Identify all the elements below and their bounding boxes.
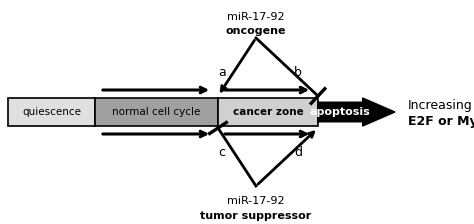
- Bar: [95, 98, 218, 126]
- Text: E2F or Myc: E2F or Myc: [408, 114, 474, 127]
- Text: b: b: [294, 65, 302, 78]
- Text: apoptosis: apoptosis: [310, 107, 371, 117]
- Polygon shape: [318, 98, 395, 126]
- Text: Increasing: Increasing: [408, 99, 473, 112]
- Text: miR-17-92: miR-17-92: [227, 196, 285, 206]
- Bar: [8, 98, 95, 126]
- Text: cancer zone: cancer zone: [233, 107, 303, 117]
- Text: normal cell cycle: normal cell cycle: [112, 107, 201, 117]
- Bar: [218, 98, 318, 126]
- Text: d: d: [294, 146, 302, 159]
- Text: oncogene: oncogene: [226, 26, 286, 36]
- Text: quiescence: quiescence: [22, 107, 81, 117]
- Text: a: a: [218, 65, 226, 78]
- Text: c: c: [219, 146, 226, 159]
- Text: tumor suppressor: tumor suppressor: [201, 211, 311, 221]
- Text: miR-17-92: miR-17-92: [227, 12, 285, 22]
